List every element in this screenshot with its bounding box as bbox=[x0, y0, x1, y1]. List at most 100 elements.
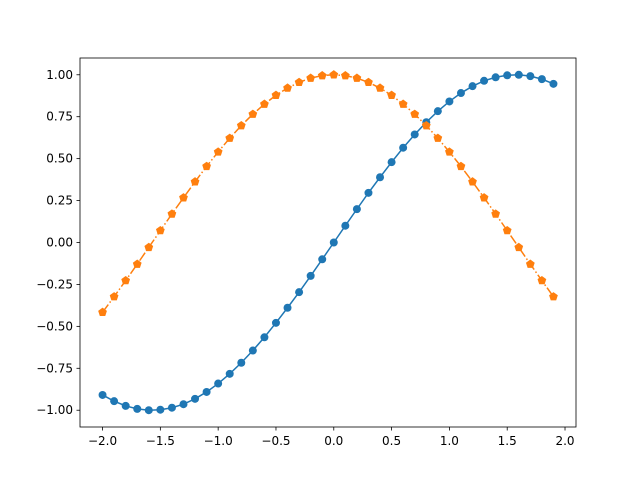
series-0-point bbox=[456, 89, 465, 98]
x-axis: −2.0 −1.5 −1.0 −0.5 0.0 0.5 1.0 1.5 2.0 bbox=[88, 427, 575, 448]
series-0-point bbox=[202, 387, 211, 396]
series-1-point bbox=[549, 292, 558, 301]
series-1-point bbox=[537, 275, 547, 285]
series-0-point bbox=[283, 303, 292, 312]
series-0-point bbox=[110, 397, 119, 406]
series-layer bbox=[98, 70, 558, 415]
series-0-point bbox=[503, 71, 512, 80]
y-tick-label: 1.00 bbox=[46, 68, 73, 82]
series-1-point bbox=[144, 242, 154, 252]
series-1-point bbox=[410, 109, 420, 118]
series-1-point bbox=[340, 71, 350, 80]
series-0-point bbox=[237, 358, 246, 367]
series-1-point bbox=[306, 73, 316, 82]
x-tick-label: 1.0 bbox=[440, 434, 459, 448]
y-tick-label: 0.25 bbox=[46, 194, 73, 208]
series-1-point bbox=[514, 242, 524, 252]
series-1-point bbox=[317, 71, 327, 80]
series-1-point bbox=[236, 120, 246, 130]
series-1-point bbox=[375, 83, 385, 92]
series-0-point bbox=[191, 394, 200, 403]
series-1-point bbox=[468, 177, 477, 186]
series-0-point bbox=[514, 70, 523, 79]
series-0-point bbox=[295, 288, 304, 297]
series-1-point bbox=[456, 161, 466, 171]
series-0-point bbox=[445, 97, 454, 106]
series-1-point bbox=[202, 161, 211, 171]
y-tick-label: 0.00 bbox=[46, 236, 73, 250]
series-0-point bbox=[491, 73, 500, 82]
x-tick-label: −2.0 bbox=[88, 434, 117, 448]
series-0-point bbox=[144, 406, 153, 415]
series-0-point bbox=[410, 130, 419, 139]
series-0-point bbox=[364, 188, 373, 197]
y-tick-label: −0.25 bbox=[36, 277, 73, 291]
series-0-point bbox=[248, 346, 257, 355]
series-0-point bbox=[549, 79, 558, 88]
series-0-point bbox=[526, 72, 535, 81]
series-1-point bbox=[121, 275, 131, 285]
x-tick-label: 0.0 bbox=[324, 434, 343, 448]
series-0-point bbox=[214, 379, 223, 388]
series-1-point bbox=[352, 73, 362, 82]
series-0-point bbox=[318, 255, 327, 264]
series-0-point bbox=[271, 318, 280, 327]
series-1-line bbox=[101, 74, 555, 313]
series-0-point bbox=[156, 405, 165, 414]
series-1-point bbox=[387, 90, 396, 99]
series-1-point bbox=[132, 259, 142, 268]
series-1-point bbox=[502, 225, 512, 235]
series-0 bbox=[98, 70, 558, 415]
series-1-point bbox=[329, 70, 339, 79]
series-1-point bbox=[283, 83, 292, 92]
series-1-point bbox=[109, 292, 119, 301]
y-tick-label: −0.75 bbox=[36, 361, 73, 375]
series-0-point bbox=[167, 403, 176, 412]
series-0-point bbox=[433, 107, 442, 116]
series-0-point bbox=[225, 369, 234, 378]
y-axis: −1.00 −0.75 −0.50 −0.25 0.00 0.25 0.50 0.75 1.00 bbox=[36, 68, 80, 417]
x-tick-label: −0.5 bbox=[261, 434, 290, 448]
series-1-point bbox=[398, 99, 408, 108]
series-0-point bbox=[537, 75, 546, 84]
series-1-point bbox=[155, 225, 165, 235]
series-1-point bbox=[364, 77, 373, 87]
series-0-point bbox=[341, 221, 350, 230]
series-1-point bbox=[225, 133, 235, 142]
series-0-point bbox=[329, 238, 338, 247]
series-0-point bbox=[399, 143, 408, 152]
series-0-point bbox=[480, 76, 489, 85]
series-1-point bbox=[248, 109, 258, 118]
x-tick-label: −1.5 bbox=[146, 434, 175, 448]
series-1 bbox=[98, 70, 558, 316]
series-1-point bbox=[98, 307, 107, 316]
x-tick-label: 2.0 bbox=[555, 434, 574, 448]
y-tick-label: 0.50 bbox=[46, 152, 73, 166]
series-0-point bbox=[98, 390, 107, 399]
series-0-point bbox=[133, 404, 142, 413]
series-0-point bbox=[179, 400, 188, 409]
series-1-point bbox=[525, 259, 535, 268]
y-tick-label: −1.00 bbox=[36, 403, 73, 417]
series-1-point bbox=[260, 99, 269, 108]
series-1-point bbox=[179, 193, 188, 202]
series-0-point bbox=[121, 401, 130, 410]
y-tick-label: 0.75 bbox=[46, 110, 73, 124]
series-0-point bbox=[387, 158, 396, 167]
series-0-point bbox=[376, 173, 385, 182]
series-0-point bbox=[260, 333, 269, 342]
series-0-line bbox=[102, 74, 554, 411]
series-1-point bbox=[213, 147, 223, 156]
series-1-point bbox=[479, 193, 489, 202]
series-1-point bbox=[167, 209, 177, 218]
series-1-point bbox=[294, 77, 304, 87]
series-0-point bbox=[306, 271, 315, 280]
series-1-point bbox=[271, 90, 281, 99]
series-0-point bbox=[352, 205, 361, 214]
series-1-point bbox=[445, 147, 454, 156]
series-1-point bbox=[433, 133, 443, 142]
series-0-point bbox=[468, 82, 477, 91]
y-tick-label: −0.50 bbox=[36, 319, 73, 333]
